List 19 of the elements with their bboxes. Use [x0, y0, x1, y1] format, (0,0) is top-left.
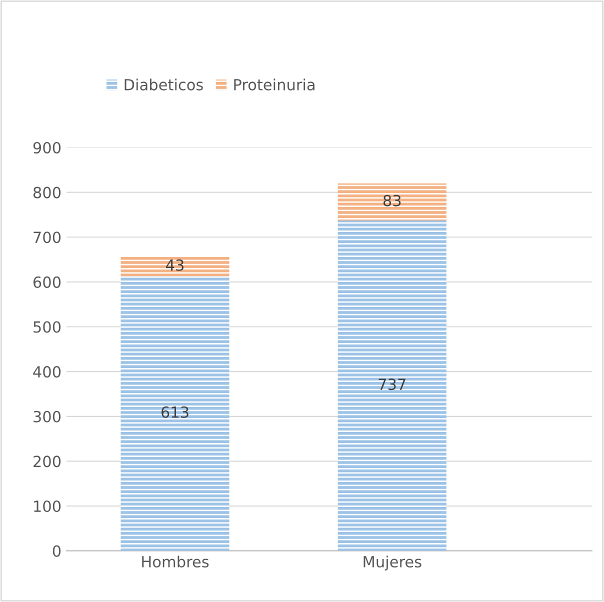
data-label: 613	[161, 406, 188, 418]
y-tick-label: 600	[33, 276, 61, 288]
y-tick-label: 100	[34, 500, 61, 512]
y-tick-label: 500	[34, 321, 61, 333]
bar	[338, 220, 446, 551]
legend-label: Diabeticos	[124, 78, 203, 90]
y-tick-label: 800	[33, 186, 61, 198]
legend-label: Proteinuria	[234, 78, 314, 90]
y-tick-label: 300	[34, 410, 61, 422]
x-tick-label: Hombres	[142, 556, 209, 568]
x-tick-label: Mujeres	[364, 556, 422, 570]
y-tick-label: 700	[34, 232, 61, 244]
y-tick-label: 400	[33, 366, 61, 378]
y-tick-label: 0	[52, 545, 61, 557]
bar	[120, 256, 230, 276]
y-tick-label: 900	[33, 142, 61, 154]
bar	[120, 276, 230, 551]
bar	[338, 183, 446, 221]
y-tick-label: 200	[34, 456, 61, 468]
